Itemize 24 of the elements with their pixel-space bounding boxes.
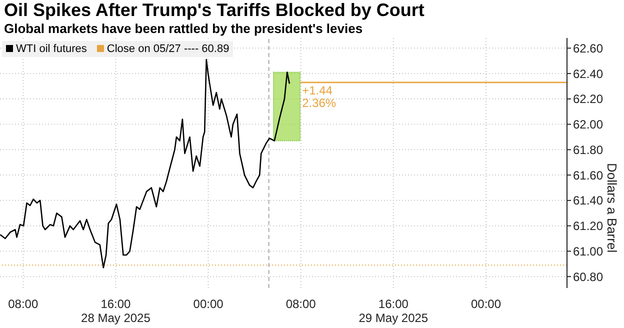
- y-tick-label: 62.00: [573, 118, 604, 132]
- x-tick-label: 00:00: [470, 297, 502, 311]
- y-tick-label: 61.00: [573, 244, 604, 258]
- y-tick-label: 61.80: [573, 142, 604, 157]
- y-tick-label: 61.60: [573, 168, 604, 182]
- line-series: [0, 58, 290, 268]
- x-tick-label: 16:00 29 May 2025: [358, 297, 428, 325]
- y-tick-label: 60.80: [573, 270, 604, 284]
- x-tick-label: 00:00: [193, 297, 224, 311]
- y-tick-label: 61.20: [573, 219, 604, 234]
- x-tick-label: 16:00 28 May 2025: [81, 297, 151, 325]
- y-tick-label: 62.40: [573, 66, 604, 81]
- annotation: 2.36%: [302, 96, 336, 110]
- legend-label: WTI oil futures: [15, 43, 87, 55]
- x-tick-label: 08:00: [286, 297, 316, 311]
- y-tick-label: 62.20: [573, 92, 604, 106]
- x-tick-label: 08:00: [8, 297, 38, 311]
- annotation: +1.44: [302, 83, 333, 98]
- y-axis-title: Dollars a Barrel: [604, 163, 620, 253]
- chart-subtitle: Global markets have been rattled by the president's levies: [4, 21, 363, 36]
- chart-title: Oil Spikes After Trump's Tariffs Blocked by Court: [4, 0, 424, 21]
- y-tick-label: 62.60: [573, 41, 604, 56]
- legend-label: Close on 05/27 ---- 60.89: [106, 43, 230, 55]
- y-tick-label: 61.40: [573, 194, 604, 208]
